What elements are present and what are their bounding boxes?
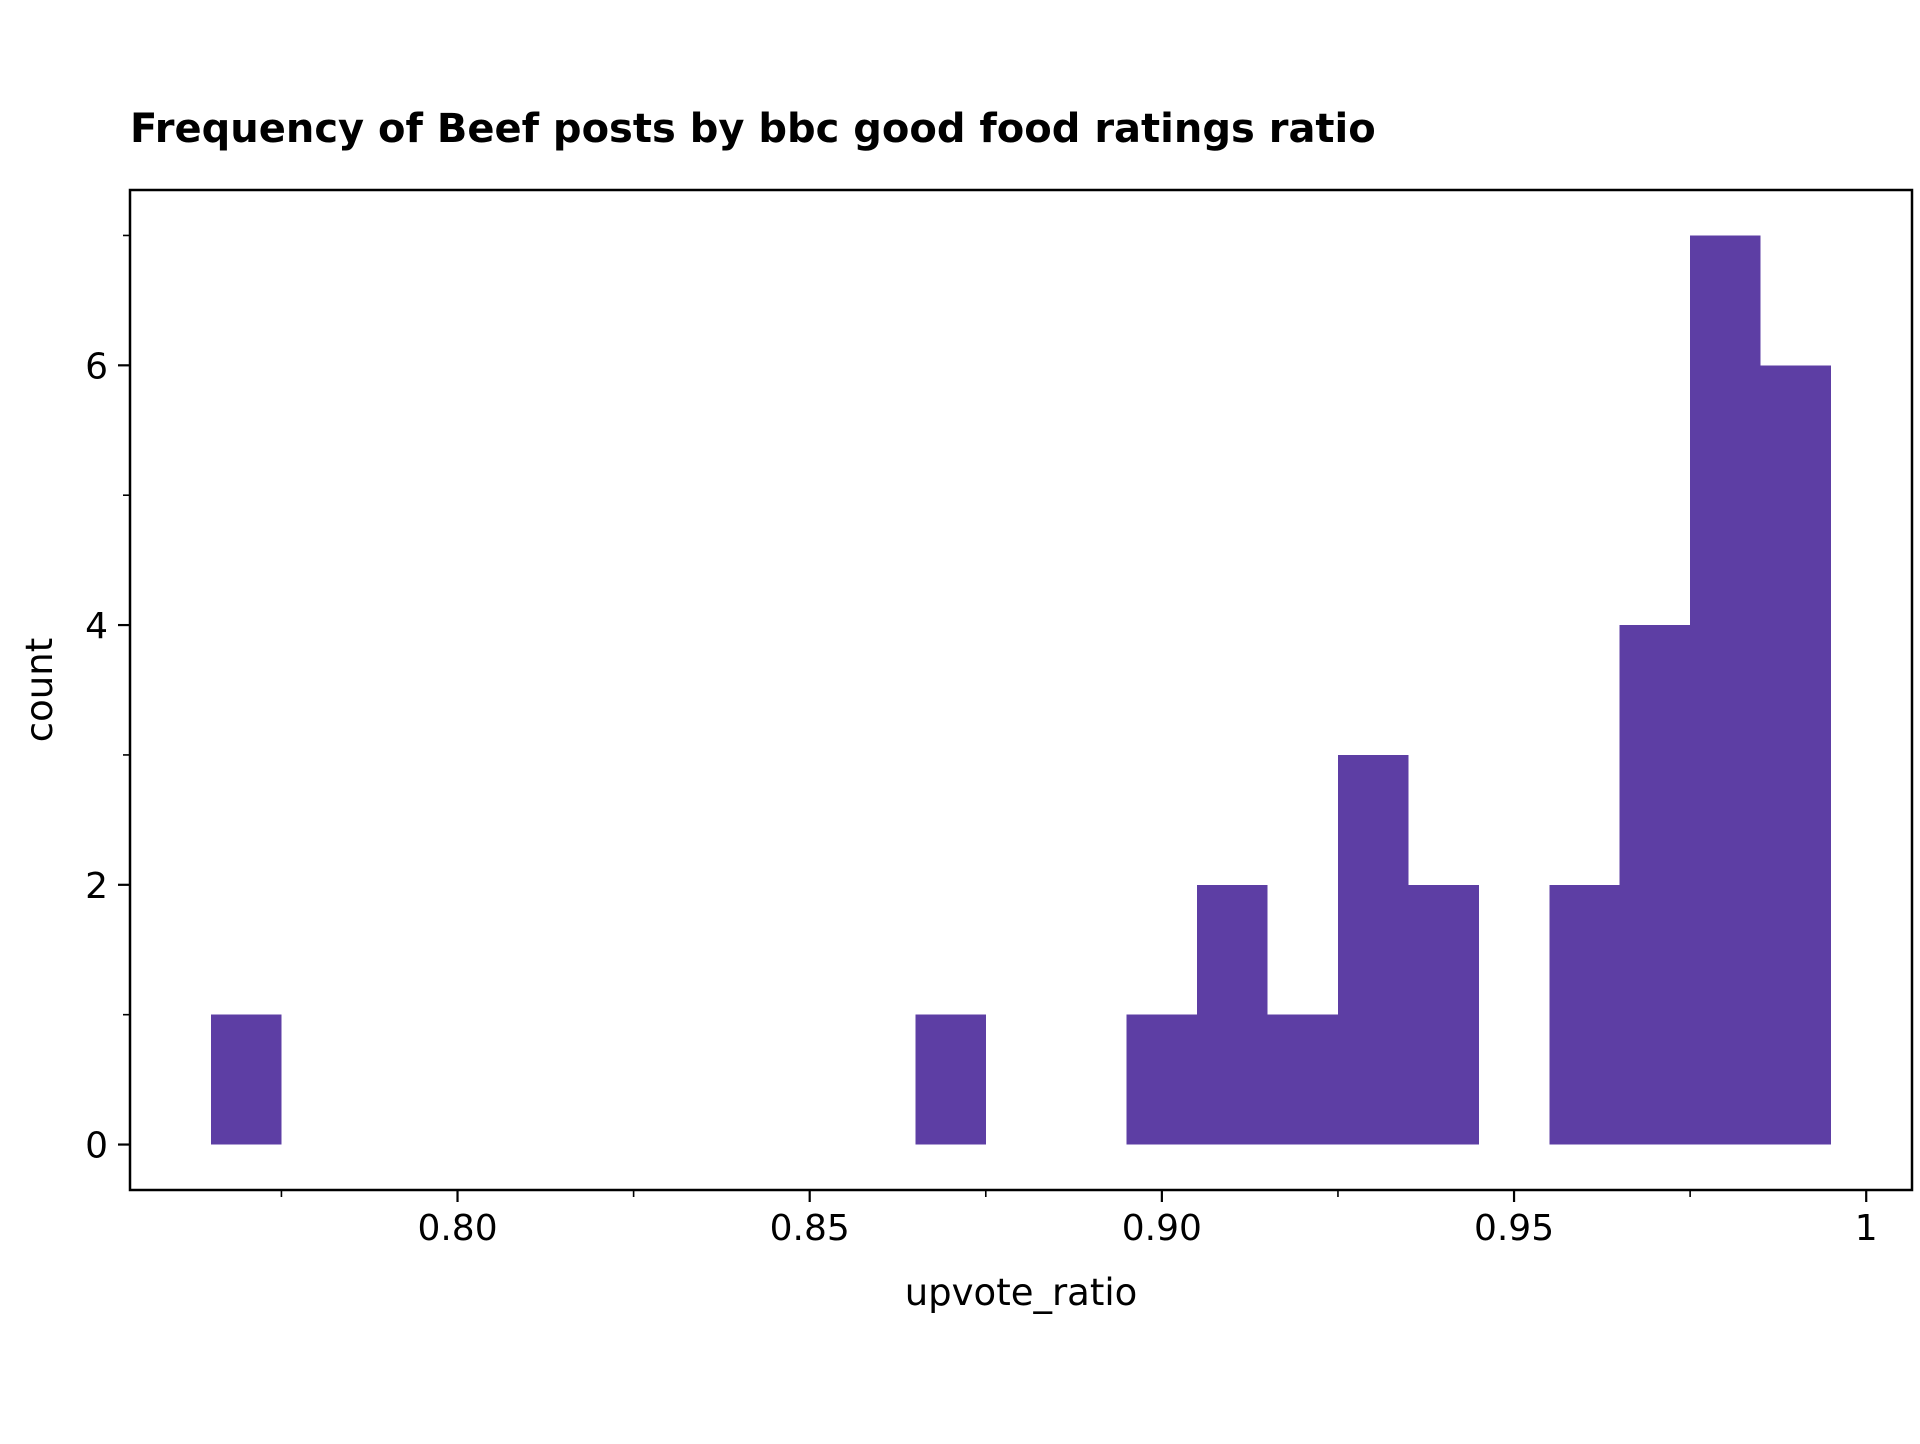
plot-area-frame: [128, 188, 1914, 1192]
y-tick-label: 2: [85, 866, 108, 907]
histogram-bar-0: [211, 1014, 282, 1145]
x-tick-label: 1: [1855, 1208, 1878, 1249]
histogram-bar-3: [1197, 884, 1268, 1145]
x-tick-label: 0.90: [1122, 1208, 1202, 1249]
histogram-bar-9: [1690, 235, 1761, 1145]
x-tick-label: 0.85: [770, 1208, 850, 1249]
y-axis: 0 2 4 6: [85, 234, 130, 1167]
x-axis: 0.80 0.85 0.90 0.95 1: [280, 1190, 1878, 1249]
chart-title: Frequency of Beef posts by bbc good food…: [130, 106, 1376, 152]
histogram-bar-2: [1126, 1014, 1198, 1145]
bars-group: [211, 235, 1831, 1145]
y-axis-label: count: [18, 638, 61, 742]
x-tick-label: 0.80: [417, 1208, 497, 1249]
histogram-bar-7: [1549, 884, 1620, 1145]
x-tick-label: 0.95: [1474, 1208, 1554, 1249]
y-tick-label: 6: [85, 346, 108, 387]
histogram-bar-6: [1408, 884, 1479, 1145]
y-tick-label: 0: [85, 1126, 108, 1167]
histogram-bar-10: [1760, 365, 1831, 1145]
histogram-bar-4: [1267, 1014, 1338, 1145]
histogram-bar-5: [1337, 754, 1409, 1145]
x-axis-label: upvote_ratio: [905, 1271, 1138, 1314]
histogram-bar-8: [1619, 625, 1691, 1145]
histogram-bar-1: [915, 1014, 986, 1145]
y-tick-label: 4: [85, 606, 108, 647]
